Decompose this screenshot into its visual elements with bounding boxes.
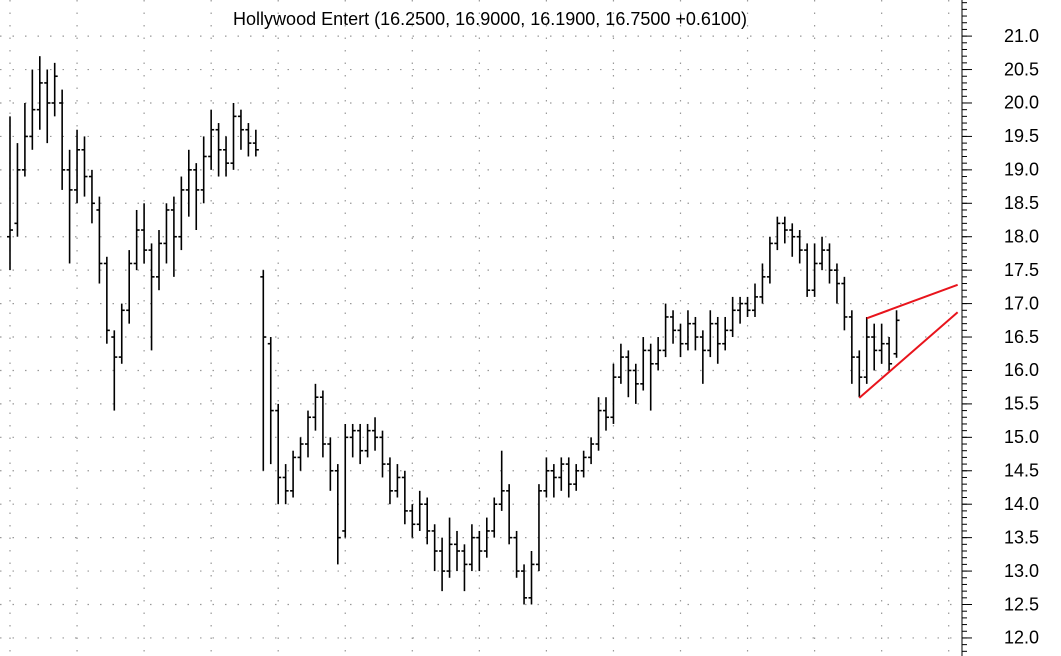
y-tick-label: 13.5	[1004, 527, 1039, 547]
chart-title: Hollywood Entert (16.2500, 16.9000, 16.1…	[233, 9, 747, 29]
y-tick-label: 12.0	[1004, 628, 1039, 648]
y-tick-label: 16.5	[1004, 327, 1039, 347]
y-tick-label: 15.0	[1004, 427, 1039, 447]
trend-line	[858, 311, 959, 399]
y-tick-label: 18.5	[1004, 193, 1039, 213]
trend-line	[866, 283, 958, 320]
y-tick-label: 16.0	[1004, 360, 1039, 380]
y-tick-label: 20.5	[1004, 59, 1039, 79]
y-tick-label: 21.0	[1004, 26, 1039, 46]
y-tick-label: 17.0	[1004, 293, 1039, 313]
y-tick-label: 20.0	[1004, 93, 1039, 113]
y-tick-label: 15.5	[1004, 394, 1039, 414]
y-tick-label: 18.0	[1004, 226, 1039, 246]
y-tick-label: 14.5	[1004, 461, 1039, 481]
y-tick-label: 13.0	[1004, 561, 1039, 581]
y-tick-label: 19.0	[1004, 160, 1039, 180]
y-tick-label: 12.5	[1004, 594, 1039, 614]
y-tick-label: 14.0	[1004, 494, 1039, 514]
y-tick-label: 17.5	[1004, 260, 1039, 280]
y-tick-label: 19.5	[1004, 126, 1039, 146]
